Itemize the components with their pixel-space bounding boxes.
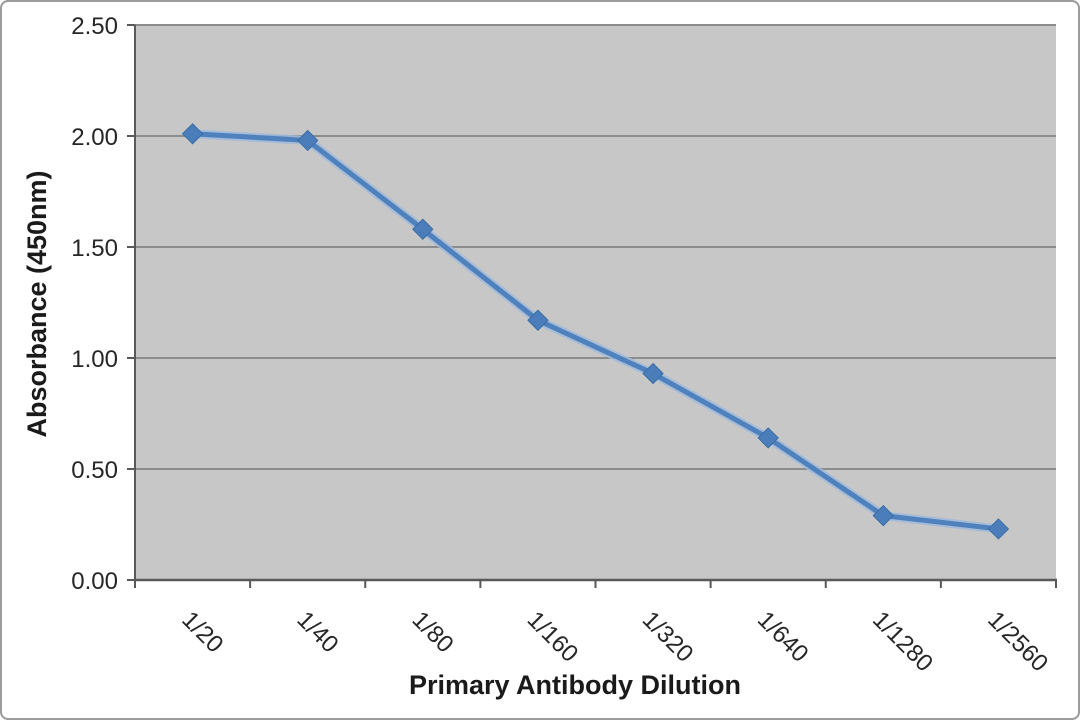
x-tick-label: 1/320 <box>637 606 699 668</box>
y-tick-label: 2.00 <box>71 124 118 151</box>
x-tick-label: 1/80 <box>407 606 459 658</box>
x-tick-label: 1/2560 <box>982 606 1053 677</box>
data-line <box>190 131 1001 532</box>
y-tick-label: 1.50 <box>71 235 118 262</box>
y-tick-label: 1.00 <box>71 346 118 373</box>
x-tick-label: 1/640 <box>752 606 814 668</box>
y-tick-label: 0.00 <box>71 568 118 595</box>
y-tick-label: 2.50 <box>71 13 118 40</box>
x-tick-label: 1/40 <box>291 606 343 658</box>
plot-area: 0.00 0.50 1.00 1.50 2.00 2.50 1/20 1/40 1/80 1/16… <box>71 13 1057 677</box>
data-point-marker <box>642 362 664 385</box>
data-point-marker <box>296 129 319 152</box>
data-point-marker <box>181 123 204 145</box>
data-point-marker <box>757 427 779 449</box>
x-tick-label: 1/20 <box>176 606 228 658</box>
data-point-marker <box>412 218 434 240</box>
plot-background <box>135 25 1056 580</box>
data-point-marker <box>527 309 549 331</box>
x-tick-label: 1/160 <box>522 606 584 668</box>
data-point-marker <box>987 518 1010 540</box>
y-tick-label: 0.50 <box>71 457 118 484</box>
x-axis-title: Primary Antibody Dilution <box>409 670 741 700</box>
data-point-marker <box>872 504 895 527</box>
y-axis-title: Absorbance (450nm) <box>22 170 52 437</box>
x-tick-label: 1/1280 <box>867 606 938 677</box>
